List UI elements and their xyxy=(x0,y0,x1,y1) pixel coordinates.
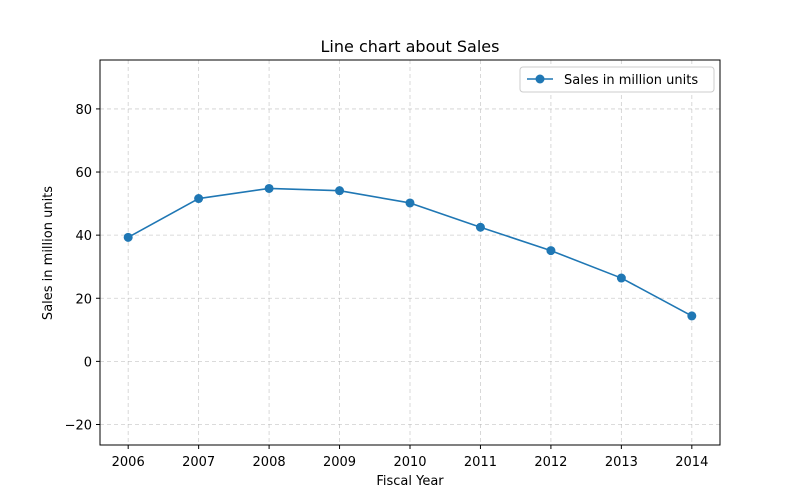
legend-label: Sales in million units xyxy=(564,73,698,88)
y-axis: −20 0 20 40 60 80 xyxy=(65,103,100,433)
y-tick-label: −20 xyxy=(65,418,92,433)
x-tick-label: 2012 xyxy=(534,455,567,470)
chart-title: Line chart about Sales xyxy=(321,37,500,56)
x-axis: 2006 2007 2008 2009 2010 2011 2012 2013 2014 xyxy=(112,445,708,470)
grid-lines xyxy=(100,60,720,445)
data-point-marker xyxy=(123,232,133,242)
data-point-marker xyxy=(335,186,345,196)
y-tick-label: 0 xyxy=(84,355,92,370)
data-point-marker xyxy=(616,273,626,283)
series-layer xyxy=(123,183,697,321)
data-point-marker xyxy=(194,194,204,204)
legend: Sales in million units xyxy=(519,66,715,93)
data-point-marker xyxy=(264,183,274,193)
legend-marker xyxy=(535,74,545,84)
y-axis-label: Sales in million units xyxy=(41,186,56,320)
x-tick-label: 2011 xyxy=(464,455,497,470)
y-tick-label: 80 xyxy=(75,103,92,118)
legend-box xyxy=(519,66,715,93)
data-point-marker xyxy=(546,246,556,256)
y-tick-label: 40 xyxy=(75,229,92,244)
x-tick-label: 2009 xyxy=(323,455,356,470)
x-tick-label: 2013 xyxy=(605,455,638,470)
data-point-marker xyxy=(405,198,415,208)
x-tick-label: 2008 xyxy=(253,455,286,470)
y-tick-label: 20 xyxy=(75,292,92,307)
x-axis-label: Fiscal Year xyxy=(376,474,444,489)
y-tick-label: 60 xyxy=(75,166,92,181)
data-point-marker xyxy=(687,311,697,321)
x-tick-label: 2007 xyxy=(182,455,215,470)
x-tick-label: 2014 xyxy=(675,455,708,470)
x-tick-label: 2006 xyxy=(112,455,145,470)
x-tick-label: 2010 xyxy=(393,455,426,470)
data-point-marker xyxy=(475,222,485,232)
